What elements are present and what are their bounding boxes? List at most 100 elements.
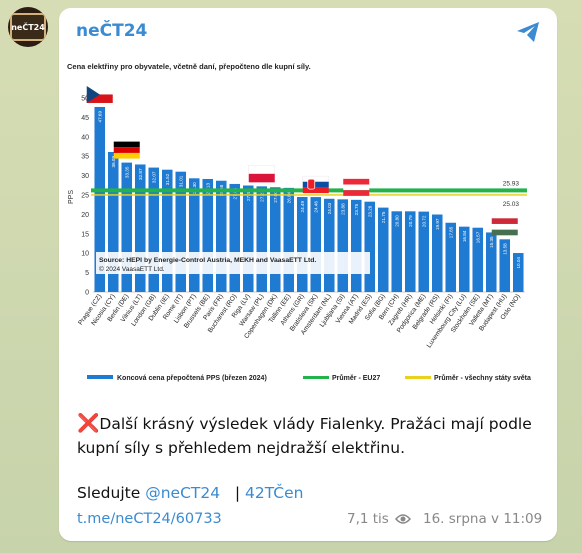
legend-swatch-series: [87, 375, 113, 379]
bar-value-label: 23.75: [354, 203, 359, 215]
y-tick-label: 5: [85, 270, 89, 277]
x-axis-tick-labels: Prague (CZ)Nicosia (CY)Berlin (DE)Vilniu…: [77, 293, 522, 349]
bar-value-label: 19.97: [435, 218, 440, 230]
bar: [148, 167, 160, 292]
bar-value-label: 20.72: [421, 215, 426, 227]
chart-legend: Koncová cena přepočtená PPS (březen 2024…: [87, 374, 531, 382]
y-tick-label: 0: [85, 290, 89, 297]
share-icon[interactable]: [515, 21, 541, 43]
bar: [175, 171, 187, 292]
bar-value-label: 24.46: [313, 201, 318, 213]
bar-value-label: 33.35: [124, 166, 129, 178]
flag-pl-icon: [248, 165, 275, 183]
bar-value-label: 31.01: [178, 175, 183, 187]
follow-handle-link[interactable]: @neCT24: [145, 484, 221, 502]
bar: [229, 183, 241, 292]
source-box: [96, 252, 370, 274]
cross-icon: ❌: [77, 413, 100, 434]
bar-series: [94, 106, 524, 292]
bar-value-label: 21.75: [381, 211, 386, 223]
bar-value-label: 24.49: [300, 201, 305, 213]
bar: [404, 211, 416, 292]
bar-value-label: 27.85: [232, 188, 237, 200]
message-bubble: neČT24 Cena elektřiny pro obyvatele, vče…: [59, 8, 557, 541]
channel-name[interactable]: neČT24: [76, 21, 148, 41]
message-text: ❌Další krásný výsledek vlády Fialenky. P…: [77, 412, 547, 460]
bar: [242, 185, 254, 292]
bar: [134, 164, 146, 292]
message-body: Další krásný výsledek vlády Fialenky. Pr…: [77, 415, 532, 457]
bar: [418, 211, 430, 292]
flag-de-icon: [113, 141, 140, 159]
bar: [283, 187, 295, 292]
bar: [310, 197, 322, 292]
bar: [391, 211, 403, 292]
follow-line: Sledujte @neCT24 | 42TČen: [77, 484, 303, 502]
bar: [364, 201, 376, 292]
bar: [445, 222, 457, 292]
bar-value-label: 32.07: [151, 171, 156, 183]
y-tick-label: 15: [81, 231, 89, 238]
bar-value-label: 15.35: [489, 236, 494, 248]
legend-swatch-world: [405, 376, 431, 379]
follow-tag-link[interactable]: 42TČen: [245, 484, 304, 502]
bar: [431, 214, 443, 292]
bar: [256, 186, 268, 292]
bar-value-label: 20.79: [408, 215, 413, 227]
world-average-label: 25.03: [503, 201, 520, 208]
bar: [323, 198, 335, 292]
country-flags: [86, 85, 518, 236]
source-line-1: Source: HEPI by Energie-Control Austria,…: [99, 257, 316, 264]
bar-value-label: 16.84: [462, 230, 467, 242]
bar: [202, 178, 214, 292]
post-timestamp: 16. srpna v 11:09: [423, 511, 543, 527]
channel-avatar[interactable]: neČT24: [8, 7, 48, 47]
world-average-line: [91, 193, 527, 196]
bar: [337, 199, 349, 292]
bar: [458, 226, 470, 292]
y-tick-label: 30: [81, 173, 89, 180]
bar-value-label: 32.87: [138, 168, 143, 180]
follow-separator: |: [234, 484, 246, 502]
bar: [296, 196, 308, 292]
bar-value-label: 23.28: [367, 205, 372, 217]
flag-hu-icon: [491, 218, 518, 236]
flag-sk-icon: [302, 175, 329, 194]
bar: [215, 180, 227, 292]
y-tick-label: 40: [81, 134, 89, 141]
bar-value-label: 23.88: [340, 203, 345, 215]
electricity-price-chart: Cena elektřiny pro obyvatele, včetně dan…: [67, 62, 547, 392]
source-line-2: © 2024 VaasaETT Ltd.: [99, 265, 165, 273]
eye-icon: [395, 514, 411, 524]
legend-eu27: Průměr - EU27: [332, 374, 380, 382]
bar: [377, 207, 389, 292]
bar: [121, 162, 133, 292]
y-tick-label: 20: [81, 212, 89, 219]
bar: [107, 151, 119, 292]
bar: [512, 253, 524, 292]
view-count: 7,1 tis: [347, 511, 389, 527]
follow-prefix: Sledujte: [77, 484, 146, 502]
chart-title: Cena elektřiny pro obyvatele, včetně dan…: [67, 62, 311, 71]
y-tick-label: 45: [81, 115, 89, 122]
bar: [499, 239, 511, 292]
bar-value-label: 13.58: [502, 243, 507, 255]
bar-value-label: 20.80: [394, 215, 399, 227]
bar-value-label: 27.00: [273, 191, 278, 203]
bar: [94, 106, 106, 292]
legend-swatch-eu27: [303, 376, 329, 379]
bar-value-label: 26.84: [286, 191, 291, 203]
bar: [161, 169, 173, 292]
bar-value-label: 36.09: [111, 156, 116, 168]
bar: [350, 199, 362, 292]
bar-value-label: 31.52: [165, 173, 170, 185]
y-tick-label: 35: [81, 154, 89, 161]
bar-value-label: 24.03: [327, 202, 332, 214]
post-link[interactable]: t.me/neCT24/60733: [77, 511, 222, 527]
y-axis-label: PPS: [68, 190, 75, 204]
bar-value-label: 29.30: [192, 182, 197, 194]
avatar-logo: neČT24: [10, 13, 46, 41]
bar-value-label: 17.85: [448, 226, 453, 238]
bar-value-label: 10.04: [516, 257, 521, 269]
bar: [472, 227, 484, 292]
